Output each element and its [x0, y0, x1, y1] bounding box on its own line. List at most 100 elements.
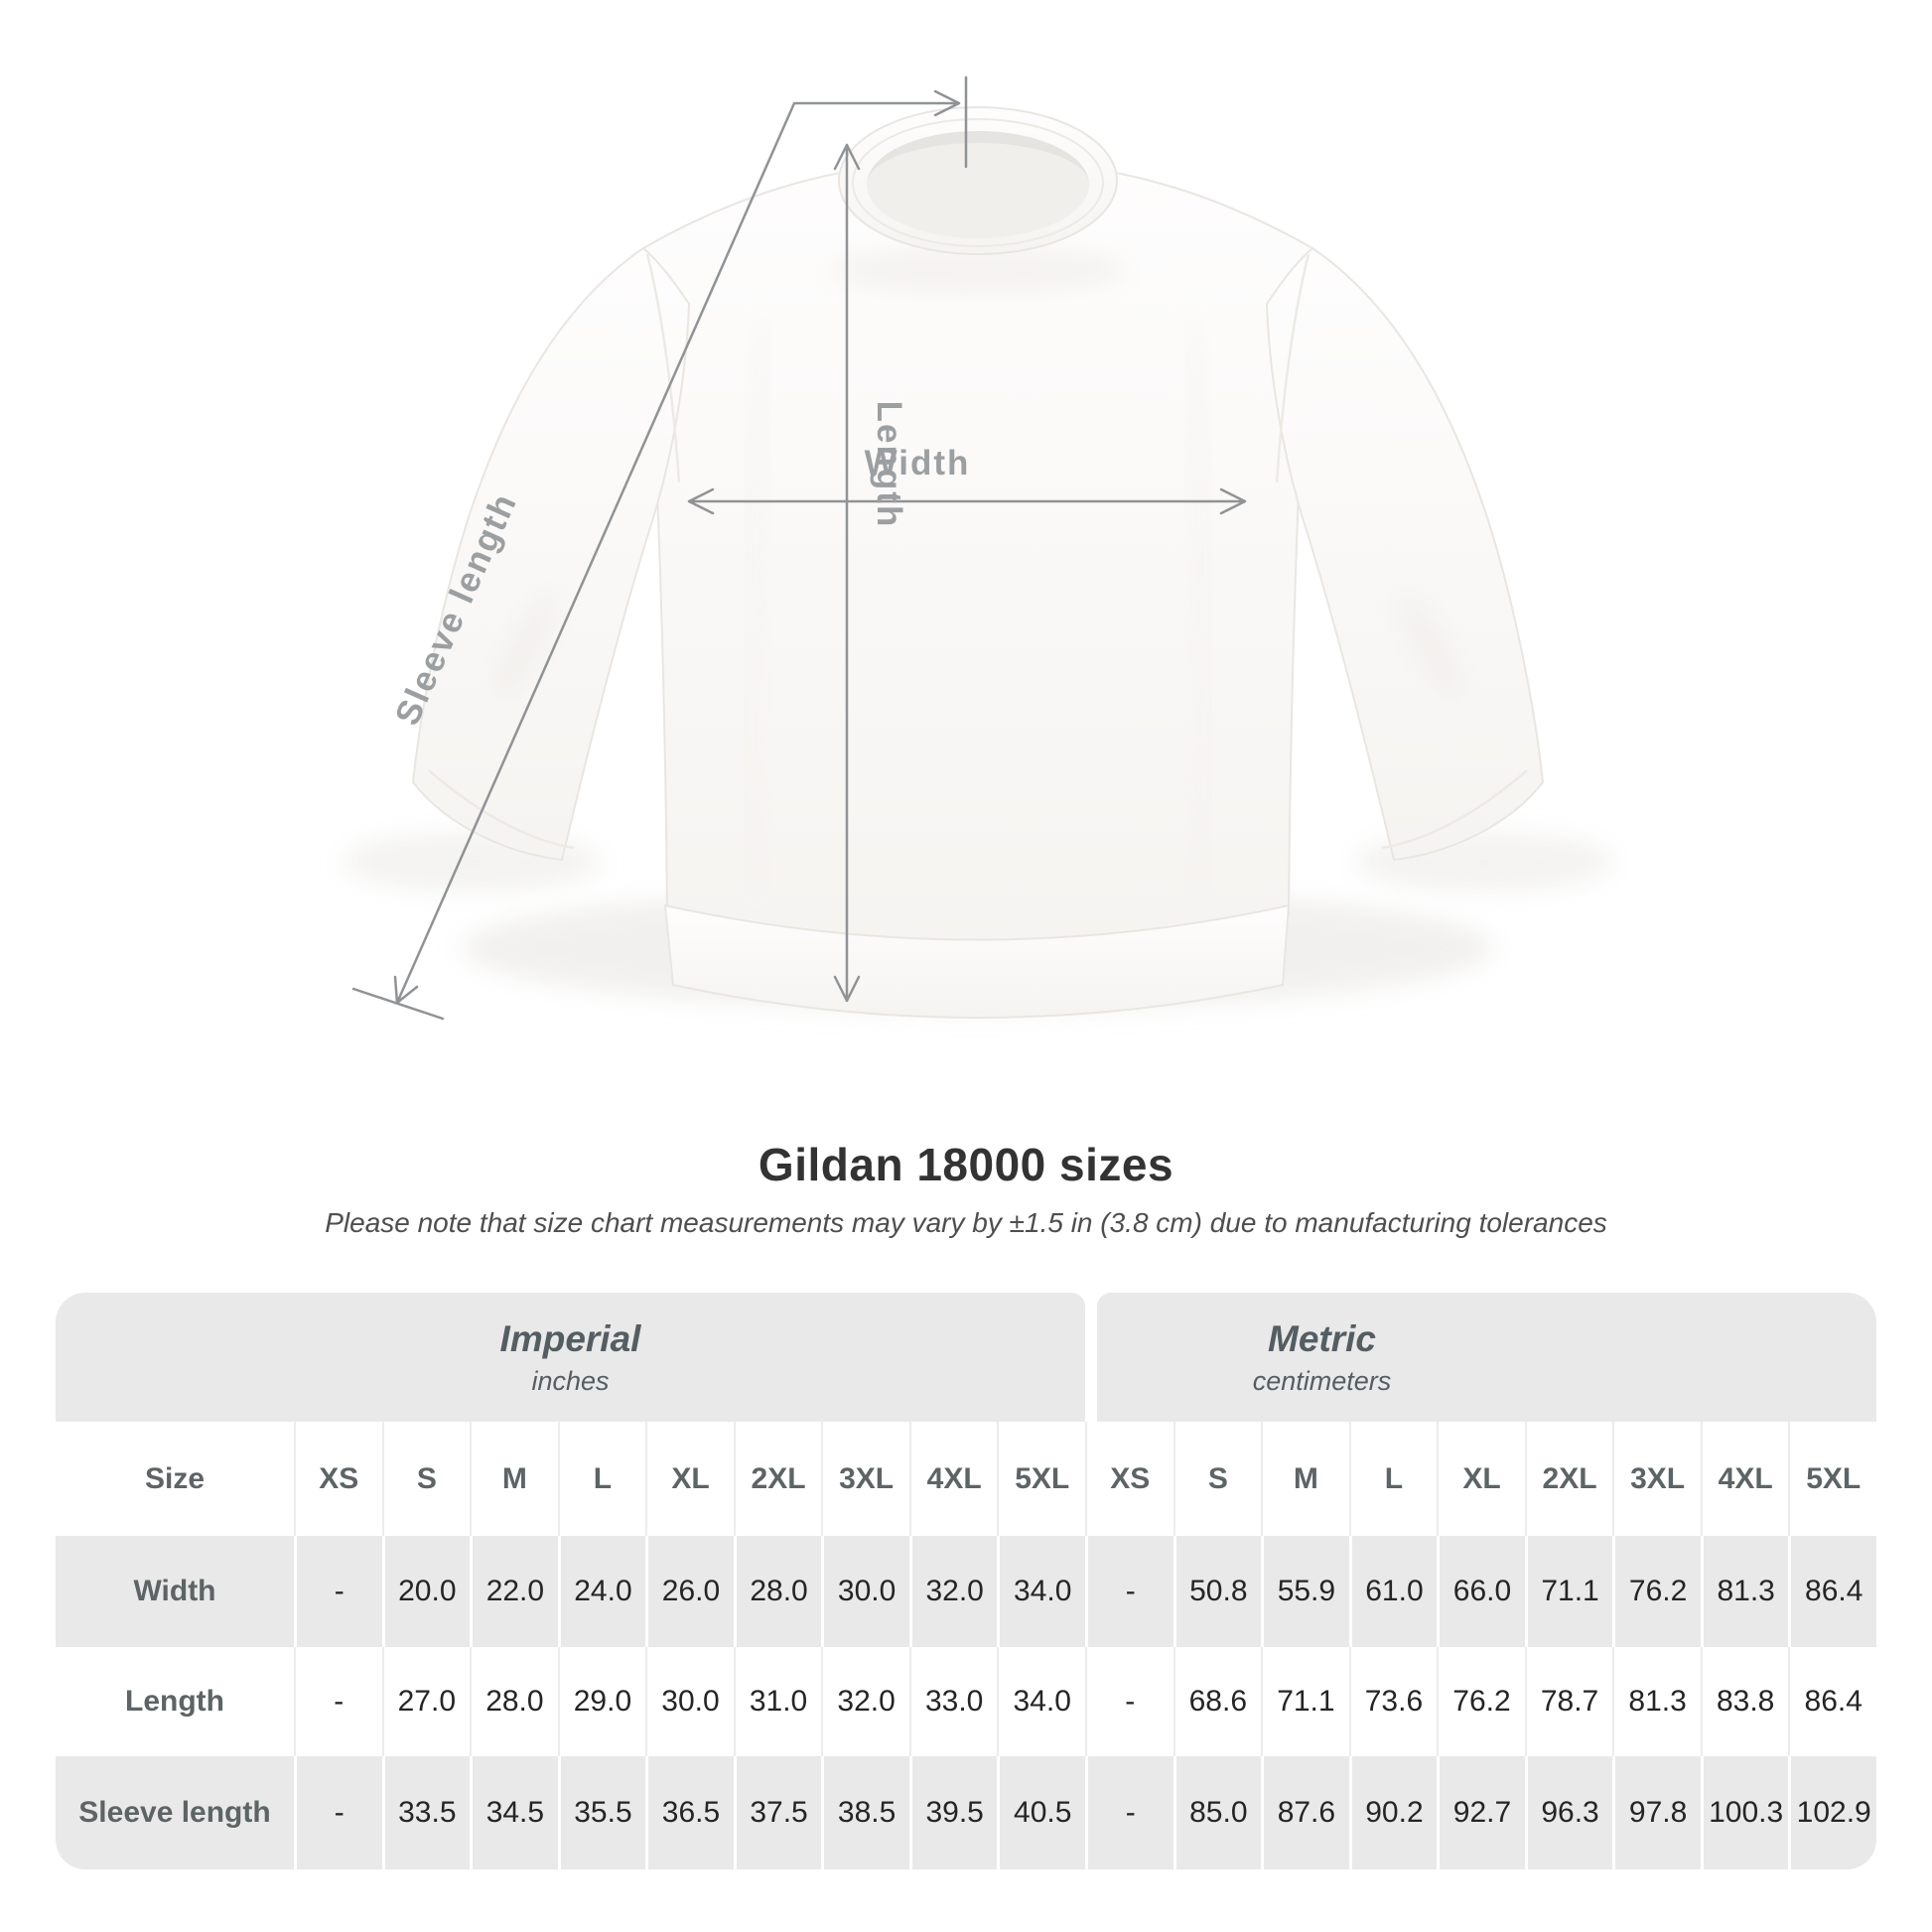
measurement-value: 33.0 — [908, 1647, 998, 1756]
size-col-header: 2XL — [733, 1422, 822, 1536]
measurement-value: 102.9 — [1788, 1756, 1876, 1869]
size-col-header: 4XL — [1700, 1422, 1789, 1536]
title-block: Gildan 18000 sizes Please note that size… — [0, 1138, 1932, 1239]
measurement-value: 66.0 — [1437, 1536, 1525, 1647]
size-chart-table: Imperial inches Metric centimeters Size X… — [56, 1293, 1876, 1869]
metric-unit-label: centimeters — [1252, 1365, 1392, 1396]
size-col-header: L — [1348, 1422, 1438, 1536]
measurement-value: 30.0 — [821, 1536, 909, 1647]
unit-band-row: Imperial inches Metric centimeters — [56, 1293, 1876, 1422]
measurement-value: 24.0 — [557, 1536, 646, 1647]
measurement-value: 97.8 — [1612, 1756, 1701, 1869]
measurement-value: 76.2 — [1612, 1536, 1701, 1647]
measurement-value: 34.0 — [997, 1647, 1085, 1756]
measurement-value: 81.3 — [1700, 1536, 1789, 1647]
size-table-body: Size XS S M L XL 2XL 3XL 4XL 5XL XS S M L XL 2XL 3XL 4XL 5… — [56, 1422, 1876, 1869]
imperial-label: Imperial — [499, 1317, 641, 1359]
width-measure-label: Width — [865, 444, 971, 483]
sleeve-measure-line — [393, 89, 961, 1005]
size-col-header: 3XL — [1612, 1422, 1701, 1536]
measurement-value: 73.6 — [1348, 1647, 1438, 1756]
measurement-value: 27.0 — [381, 1647, 471, 1756]
measurement-value: 36.5 — [645, 1756, 734, 1869]
measurement-value: 20.0 — [381, 1536, 471, 1647]
measurement-value: 85.0 — [1173, 1756, 1262, 1869]
row-label: Sleeve length — [78, 1796, 271, 1829]
measurement-value: 86.4 — [1788, 1647, 1876, 1756]
measurement-value: 90.2 — [1348, 1756, 1438, 1869]
measurement-value: 100.3 — [1700, 1756, 1789, 1869]
length-measure-label: Length — [870, 401, 908, 529]
measurement-row: Width -20.0 22.0 24.0 26.0 28.0 30.0 32.0 34.0-5… — [56, 1536, 1876, 1647]
sweatshirt-illustration: Length Width Sleeve length — [343, 75, 1613, 1021]
page-title: Gildan 18000 sizes — [758, 1139, 1174, 1190]
measurement-value: 32.0 — [908, 1536, 998, 1647]
measurement-value: 22.0 — [470, 1536, 558, 1647]
measurement-value: 61.0 — [1348, 1536, 1438, 1647]
measurement-value: 34.0 — [997, 1536, 1085, 1647]
size-column-header: Size — [144, 1461, 206, 1495]
measurement-value: 40.5 — [997, 1756, 1085, 1869]
measurement-value: 28.0 — [470, 1647, 558, 1756]
measurement-value: 30.0 — [645, 1647, 734, 1756]
size-col-header: S — [1173, 1422, 1262, 1536]
measurement-value: - — [294, 1536, 382, 1647]
size-col-header: XS — [1085, 1422, 1173, 1536]
measurement-value: 28.0 — [733, 1536, 822, 1647]
measurement-value: 34.5 — [470, 1756, 558, 1869]
measurement-value: 38.5 — [821, 1756, 909, 1869]
measurement-value: - — [1085, 1647, 1173, 1756]
imperial-unit-label: inches — [531, 1365, 610, 1396]
size-col-header: 3XL — [821, 1422, 909, 1536]
measurement-value: 81.3 — [1612, 1647, 1701, 1756]
sweatshirt-hem — [663, 903, 1291, 1019]
sweatshirt-right-sleeve — [1265, 246, 1545, 862]
metric-label: Metric — [1268, 1317, 1376, 1359]
size-col-header: XL — [1437, 1422, 1525, 1536]
sweatshirt-graphic — [343, 106, 1613, 1019]
measurement-value: - — [1085, 1536, 1173, 1647]
size-col-header: 5XL — [997, 1422, 1085, 1536]
size-col-header: 4XL — [908, 1422, 998, 1536]
measurement-value: 86.4 — [1788, 1536, 1876, 1647]
measurement-value: 32.0 — [821, 1647, 909, 1756]
measurement-value: - — [294, 1647, 382, 1756]
row-label: Length — [125, 1685, 224, 1718]
row-label: Width — [133, 1575, 216, 1607]
size-col-header: M — [470, 1422, 558, 1536]
sweatshirt-left-sleeve — [411, 246, 691, 862]
size-col-header: M — [1261, 1422, 1349, 1536]
measurement-value: 37.5 — [733, 1756, 822, 1869]
width-measure-line — [687, 487, 1247, 515]
metric-band: Metric centimeters — [1097, 1293, 1876, 1422]
measurement-value: 71.1 — [1261, 1647, 1349, 1756]
measurement-row: Length -27.0 28.0 29.0 30.0 31.0 32.0 33.0 34.0-… — [56, 1647, 1876, 1756]
measurement-value: 87.6 — [1261, 1756, 1349, 1869]
sleeve-end-tick — [351, 987, 445, 1021]
measurement-value: - — [1085, 1756, 1173, 1869]
measurement-value: 26.0 — [645, 1536, 734, 1647]
imperial-band: Imperial inches — [56, 1293, 1085, 1422]
measurement-value: 31.0 — [733, 1647, 822, 1756]
measurement-value: 92.7 — [1437, 1756, 1525, 1869]
measurement-value: 50.8 — [1173, 1536, 1262, 1647]
size-col-header: XL — [645, 1422, 734, 1536]
measurement-value: 71.1 — [1524, 1536, 1613, 1647]
measurement-value: 33.5 — [381, 1756, 471, 1869]
measurement-value: - — [294, 1756, 382, 1869]
measurement-value: 68.6 — [1173, 1647, 1262, 1756]
size-col-header: L — [557, 1422, 646, 1536]
size-guide-illustration: Length Width Sleeve length — [343, 75, 1613, 1021]
size-col-header: S — [381, 1422, 471, 1536]
measurement-value: 78.7 — [1524, 1647, 1613, 1756]
measurement-value: 29.0 — [557, 1647, 646, 1756]
size-col-header: XS — [294, 1422, 382, 1536]
measurement-value: 39.5 — [908, 1756, 998, 1869]
measurement-value: 35.5 — [557, 1756, 646, 1869]
measurement-value: 76.2 — [1437, 1647, 1525, 1756]
size-col-header: 2XL — [1524, 1422, 1613, 1536]
measurement-value: 55.9 — [1261, 1536, 1349, 1647]
tolerance-note: Please note that size chart measurements… — [325, 1207, 1607, 1238]
size-header-row: Size XS S M L XL 2XL 3XL 4XL 5XL XS S M L XL 2XL 3XL 4XL 5… — [56, 1422, 1876, 1536]
measurement-value: 96.3 — [1524, 1756, 1613, 1869]
